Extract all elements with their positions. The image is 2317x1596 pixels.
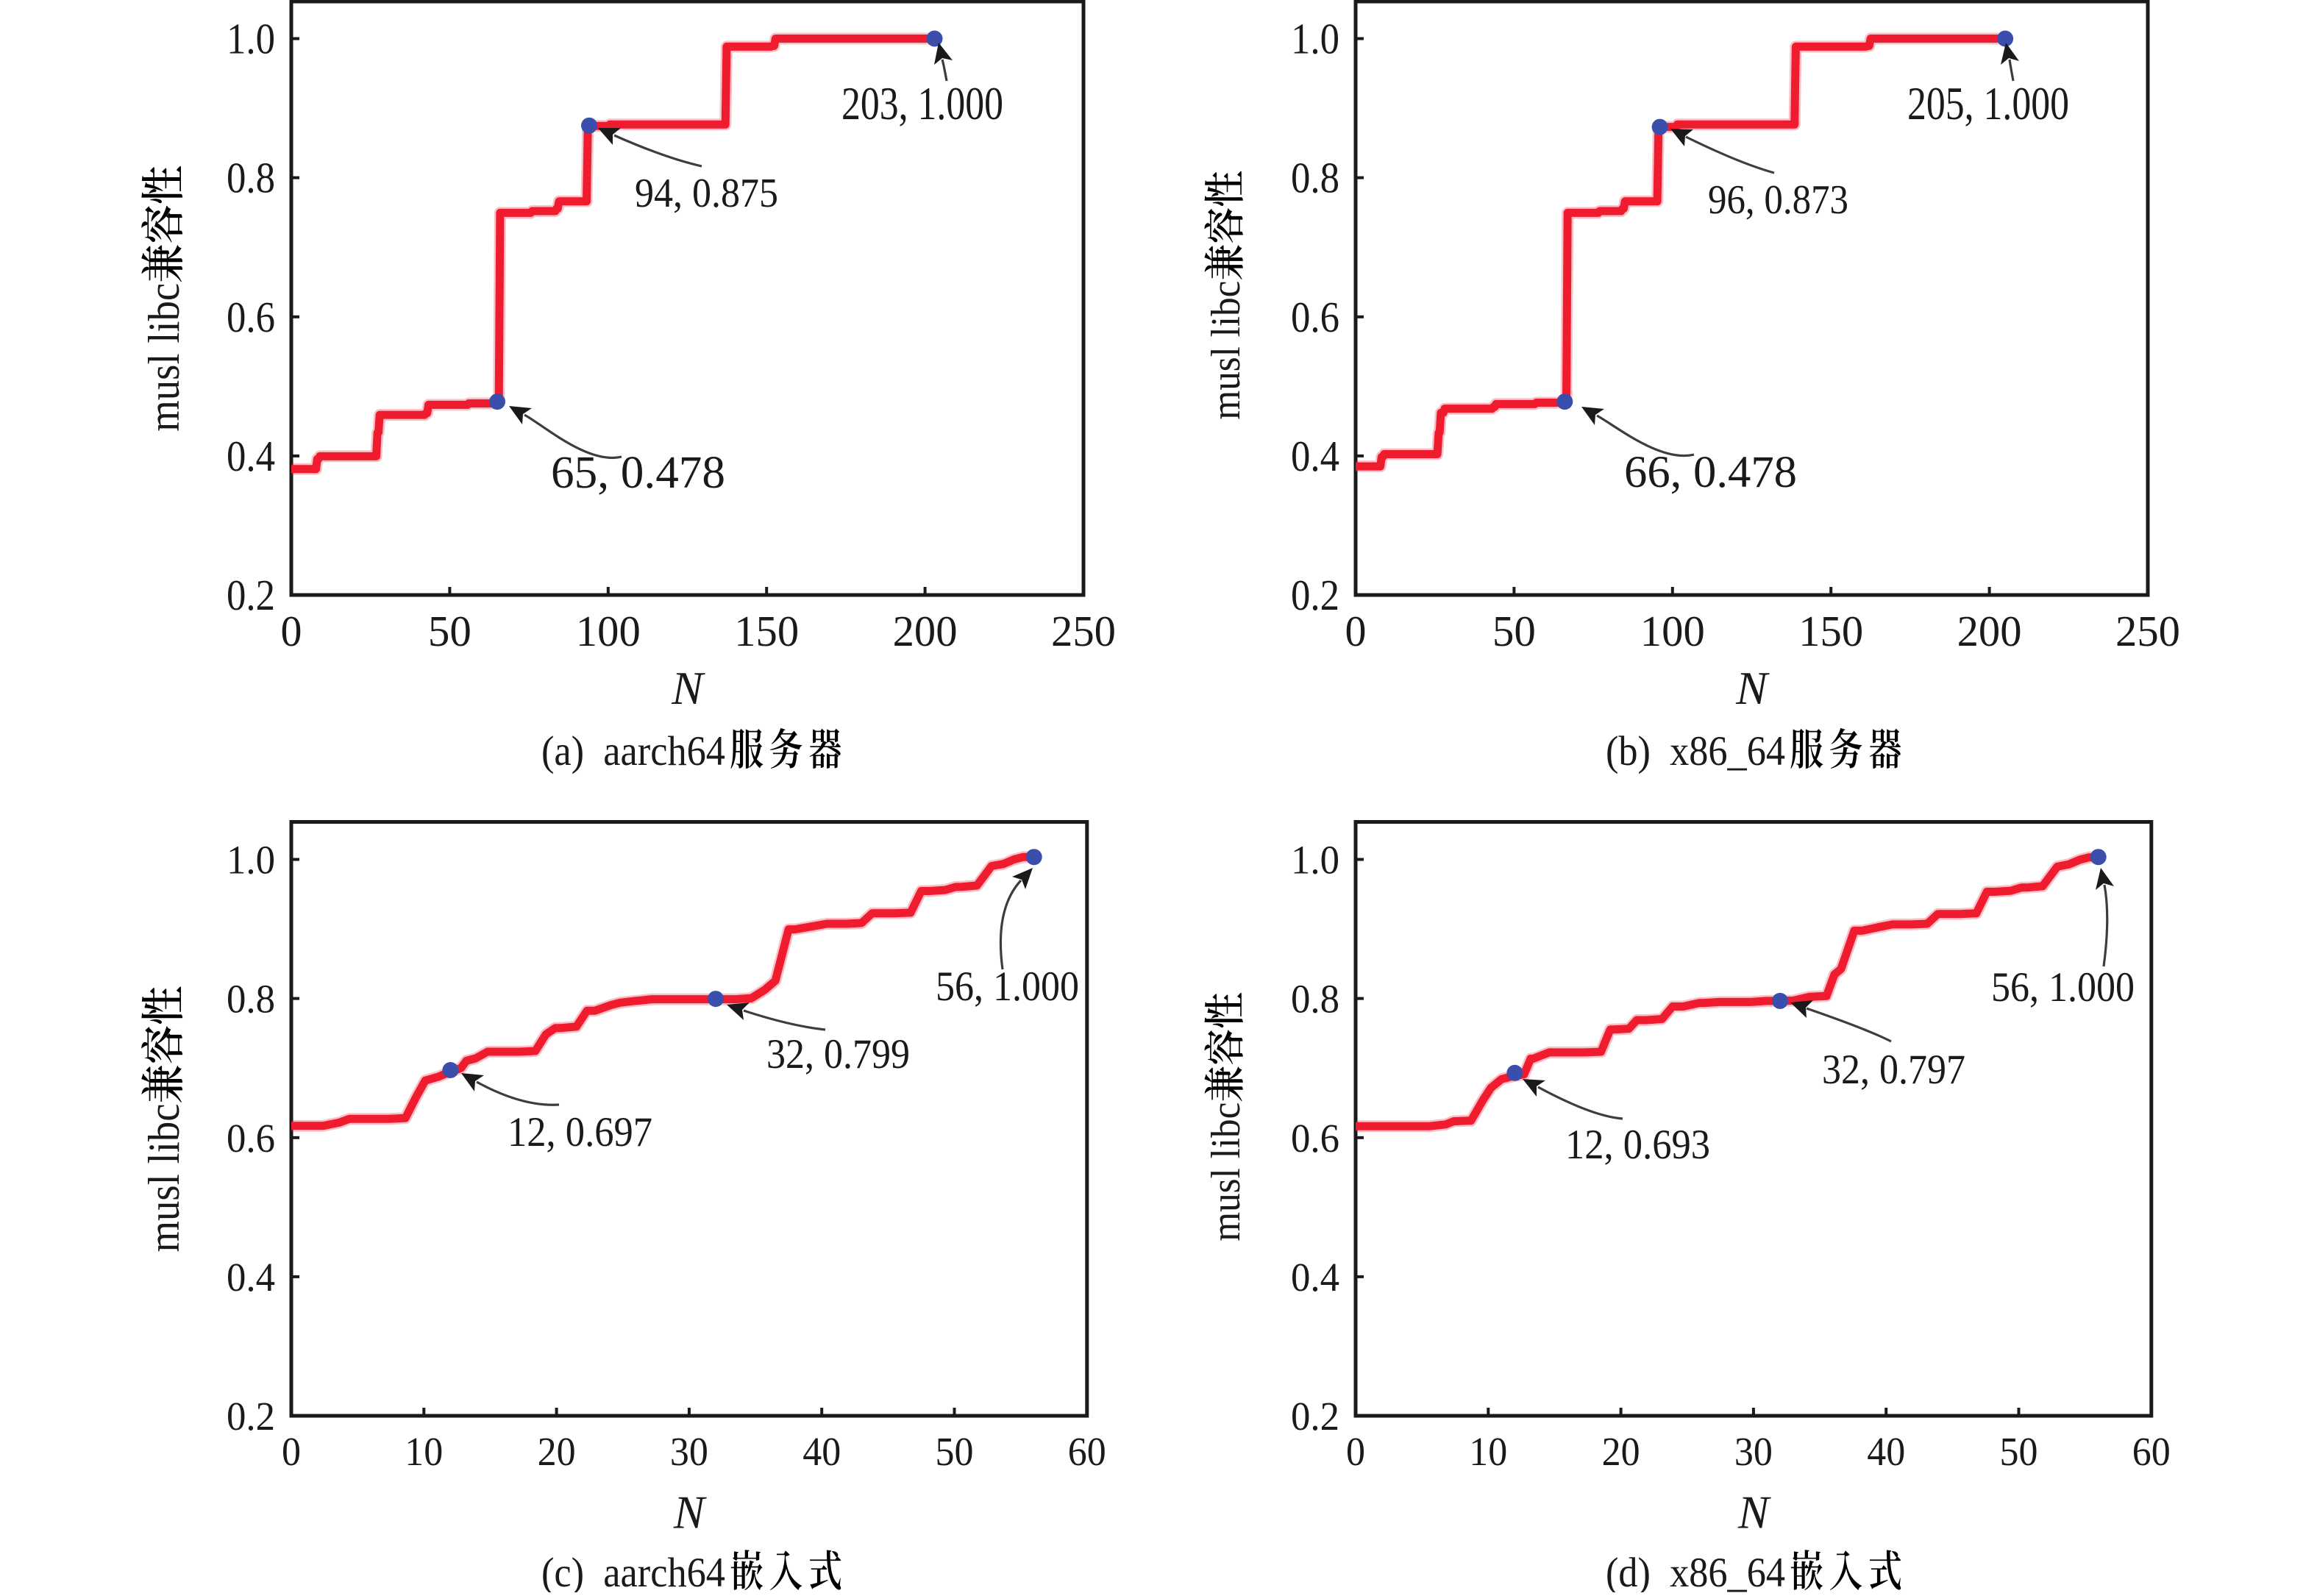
- svg-text:0.8: 0.8: [1291, 977, 1339, 1022]
- svg-text:96, 0.873: 96, 0.873: [1708, 177, 1848, 223]
- svg-text:0.6: 0.6: [1291, 1116, 1339, 1161]
- svg-text:200: 200: [893, 607, 958, 655]
- svg-text:60: 60: [1068, 1429, 1106, 1474]
- svg-text:10: 10: [1469, 1429, 1507, 1474]
- svg-text:65, 0.478: 65, 0.478: [551, 448, 725, 498]
- svg-text:20: 20: [1602, 1429, 1640, 1474]
- svg-text:0: 0: [281, 607, 302, 655]
- svg-text:1.0: 1.0: [227, 15, 275, 63]
- svg-text:200: 200: [1957, 607, 2022, 655]
- svg-text:30: 30: [670, 1429, 708, 1474]
- svg-text:0.6: 0.6: [227, 1116, 275, 1161]
- svg-text:N: N: [1735, 662, 1770, 714]
- svg-text:66, 0.478: 66, 0.478: [1624, 448, 1797, 497]
- svg-text:0.4: 0.4: [1291, 432, 1339, 480]
- svg-text:205, 1.000: 205, 1.000: [1907, 78, 2069, 129]
- svg-text:0.6: 0.6: [227, 293, 275, 341]
- svg-text:musl libc: musl libc: [140, 1104, 188, 1253]
- svg-text:32, 0.797: 32, 0.797: [1822, 1047, 1965, 1093]
- svg-text:20: 20: [538, 1429, 576, 1474]
- svg-text:0: 0: [1346, 1429, 1365, 1474]
- svg-text:50: 50: [936, 1429, 974, 1474]
- svg-text:musl libc: musl libc: [1203, 1102, 1249, 1241]
- svg-text:56, 1.000: 56, 1.000: [1991, 964, 2135, 1011]
- svg-text:0.4: 0.4: [227, 432, 275, 480]
- svg-text:0: 0: [1345, 607, 1367, 655]
- svg-text:1.0: 1.0: [1291, 15, 1339, 63]
- svg-text:N: N: [671, 662, 705, 714]
- svg-text:40: 40: [802, 1429, 841, 1474]
- svg-text:250: 250: [1051, 607, 1116, 655]
- svg-text:N: N: [1737, 1487, 1771, 1539]
- svg-text:60: 60: [2132, 1429, 2171, 1474]
- svg-text:0.8: 0.8: [227, 977, 275, 1022]
- svg-text:0.8: 0.8: [1291, 154, 1339, 202]
- svg-text:50: 50: [2000, 1429, 2038, 1474]
- svg-text:musl libc: musl libc: [140, 283, 188, 432]
- svg-text:50: 50: [1492, 607, 1536, 655]
- svg-text:150: 150: [1798, 607, 1863, 655]
- svg-text:100: 100: [576, 607, 641, 655]
- svg-text:40: 40: [1867, 1429, 1905, 1474]
- svg-text:0.4: 0.4: [227, 1255, 275, 1300]
- svg-text:30: 30: [1734, 1429, 1773, 1474]
- svg-text:N: N: [673, 1487, 707, 1539]
- svg-text:1.0: 1.0: [227, 838, 275, 883]
- svg-text:94, 0.875: 94, 0.875: [635, 171, 778, 216]
- svg-text:0.2: 0.2: [227, 571, 275, 619]
- svg-text:0: 0: [282, 1429, 301, 1474]
- svg-text:(d) x86_64: (d) x86_64: [1606, 1550, 1785, 1592]
- svg-text:0.2: 0.2: [227, 1394, 275, 1439]
- svg-text:0.2: 0.2: [1291, 1394, 1339, 1439]
- svg-text:0.6: 0.6: [1291, 293, 1339, 341]
- svg-text:150: 150: [734, 607, 799, 655]
- svg-text:12, 0.697: 12, 0.697: [508, 1109, 652, 1155]
- svg-text:32, 0.799: 32, 0.799: [766, 1031, 910, 1077]
- svg-text:(c) aarch64: (c) aarch64: [541, 1550, 725, 1592]
- svg-text:100: 100: [1640, 607, 1705, 655]
- svg-text:1.0: 1.0: [1291, 838, 1339, 883]
- svg-text:0.2: 0.2: [1291, 571, 1339, 619]
- svg-text:0.8: 0.8: [227, 154, 275, 202]
- svg-text:10: 10: [405, 1429, 443, 1474]
- svg-text:203, 1.000: 203, 1.000: [841, 78, 1003, 129]
- svg-text:250: 250: [2115, 607, 2180, 655]
- svg-text:50: 50: [428, 607, 471, 655]
- svg-text:(b) x86_64: (b) x86_64: [1606, 728, 1785, 774]
- svg-text:0.4: 0.4: [1291, 1255, 1339, 1300]
- svg-text:12, 0.693: 12, 0.693: [1565, 1122, 1710, 1168]
- svg-text:(a) aarch64: (a) aarch64: [541, 728, 725, 774]
- svg-text:musl libc: musl libc: [1203, 281, 1249, 420]
- svg-text:56, 1.000: 56, 1.000: [936, 963, 1079, 1010]
